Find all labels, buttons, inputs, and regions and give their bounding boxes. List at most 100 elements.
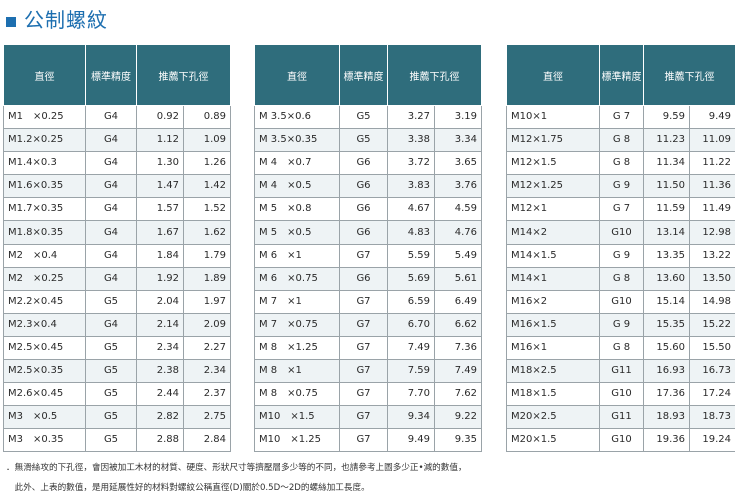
grade-cell: G 7 xyxy=(599,197,644,222)
table-row: M 8 ×1 G7 7.59 7.49 xyxy=(254,359,482,384)
table-row: M20×1.5 G10 19.36 19.24 xyxy=(506,428,735,453)
grade-cell: G7 xyxy=(339,335,388,361)
table-row: M 8 ×1.25 G7 7.49 7.36 xyxy=(254,335,482,361)
grade-cell: G7 xyxy=(339,405,388,430)
drill-max-cell: 11.49 xyxy=(689,197,735,222)
grade-cell: G5 xyxy=(85,405,137,430)
drill-max-cell: 7.49 xyxy=(434,359,482,384)
table-row: M16×1.5 G 9 15.35 15.22 xyxy=(506,312,735,337)
grade-cell: G 9 xyxy=(599,174,644,199)
drill-max-cell: 6.49 xyxy=(434,289,482,314)
header-size: 直徑 xyxy=(3,44,86,106)
grade-cell: G4 xyxy=(85,312,137,337)
drill-max-cell: 3.34 xyxy=(434,128,482,153)
drill-min-cell: 2.04 xyxy=(136,289,184,314)
table-row: M 6 ×0.75 G6 5.69 5.61 xyxy=(254,266,482,291)
size-cell: M 3.5×0.35 xyxy=(254,128,340,153)
drill-max-cell: 9.49 xyxy=(689,104,735,130)
drill-min-cell: 1.67 xyxy=(136,220,184,245)
table-row: M 4 ×0.7 G6 3.72 3.65 xyxy=(254,151,482,176)
drill-min-cell: 3.72 xyxy=(387,151,435,176)
drill-min-cell: 15.35 xyxy=(643,312,690,337)
table-row: M14×1.5 G 9 13.35 13.22 xyxy=(506,243,735,268)
size-cell: M10 ×1.25 xyxy=(254,428,340,453)
size-cell: M3 ×0.5 xyxy=(3,405,86,430)
table-row: M1.6×0.35 G4 1.47 1.42 xyxy=(3,174,231,199)
table-header-row: 直徑 標準精度 推薦下孔徑 xyxy=(254,44,482,106)
table-row: M 5 ×0.8 G6 4.67 4.59 xyxy=(254,197,482,222)
size-cell: M14×2 xyxy=(506,220,600,245)
drill-min-cell: 11.59 xyxy=(643,197,690,222)
drill-min-cell: 2.38 xyxy=(136,359,184,384)
table-row: M2.3×0.4 G4 2.14 2.09 xyxy=(3,312,231,337)
table-row: M1.7×0.35 G4 1.57 1.52 xyxy=(3,197,231,222)
footnote-line-1: ．無滑絲攻的下孔徑，會因被加工木材的材質、硬度、形狀尺寸等擠壓層多少等的不同，也… xyxy=(6,463,467,473)
thread-table-3: 直徑 標準精度 推薦下孔徑 M10×1 G 7 9.59 9.49 M12×1.75 G … xyxy=(506,44,735,453)
drill-min-cell: 0.92 xyxy=(136,104,184,130)
grade-cell: G6 xyxy=(339,197,388,222)
drill-max-cell: 2.37 xyxy=(183,382,231,407)
drill-max-cell: 15.50 xyxy=(689,335,735,361)
size-cell: M1 ×0.25 xyxy=(3,104,86,130)
grade-cell: G6 xyxy=(339,266,388,291)
size-cell: M2.6×0.45 xyxy=(3,382,86,407)
table-row: M14×2 G10 13.14 12.98 xyxy=(506,220,735,245)
size-cell: M12×1.75 xyxy=(506,128,600,153)
size-cell: M14×1.5 xyxy=(506,243,600,268)
header-drill: 推薦下孔徑 xyxy=(387,44,482,106)
drill-max-cell: 4.59 xyxy=(434,197,482,222)
size-cell: M2.2×0.45 xyxy=(3,289,86,314)
table-header-row: 直徑 標準精度 推薦下孔徑 xyxy=(506,44,735,106)
grade-cell: G7 xyxy=(339,243,388,268)
table-row: M12×1.25 G 9 11.50 11.36 xyxy=(506,174,735,199)
drill-min-cell: 6.59 xyxy=(387,289,435,314)
drill-max-cell: 16.73 xyxy=(689,359,735,384)
table-row: M2 ×0.4 G4 1.84 1.79 xyxy=(3,243,231,268)
table-row: M 5 ×0.5 G6 4.83 4.76 xyxy=(254,220,482,245)
drill-min-cell: 11.23 xyxy=(643,128,690,153)
table-row: M1.2×0.25 G4 1.12 1.09 xyxy=(3,128,231,153)
drill-min-cell: 7.70 xyxy=(387,382,435,407)
drill-min-cell: 1.30 xyxy=(136,151,184,176)
table-row: M 3.5×0.6 G5 3.27 3.19 xyxy=(254,104,482,130)
drill-min-cell: 1.92 xyxy=(136,266,184,291)
table-row: M2 ×0.25 G4 1.92 1.89 xyxy=(3,266,231,291)
size-cell: M 8 ×1 xyxy=(254,359,340,384)
drill-max-cell: 1.89 xyxy=(183,266,231,291)
table-row: M 7 ×1 G7 6.59 6.49 xyxy=(254,289,482,314)
drill-min-cell: 7.49 xyxy=(387,335,435,361)
grade-cell: G4 xyxy=(85,151,137,176)
drill-max-cell: 7.36 xyxy=(434,335,482,361)
size-cell: M 3.5×0.6 xyxy=(254,104,340,130)
drill-max-cell: 4.76 xyxy=(434,220,482,245)
drill-min-cell: 16.93 xyxy=(643,359,690,384)
drill-max-cell: 17.24 xyxy=(689,382,735,407)
drill-max-cell: 15.22 xyxy=(689,312,735,337)
drill-min-cell: 2.88 xyxy=(136,428,184,453)
table-header-row: 直徑 標準精度 推薦下孔徑 xyxy=(3,44,231,106)
grade-cell: G4 xyxy=(85,220,137,245)
drill-max-cell: 11.22 xyxy=(689,151,735,176)
grade-cell: G5 xyxy=(85,289,137,314)
grade-cell: G10 xyxy=(599,428,644,453)
drill-max-cell: 12.98 xyxy=(689,220,735,245)
size-cell: M 5 ×0.5 xyxy=(254,220,340,245)
size-cell: M18×1.5 xyxy=(506,382,600,407)
drill-max-cell: 13.50 xyxy=(689,266,735,291)
drill-min-cell: 4.83 xyxy=(387,220,435,245)
size-cell: M16×2 xyxy=(506,289,600,314)
drill-max-cell: 3.19 xyxy=(434,104,482,130)
drill-min-cell: 3.27 xyxy=(387,104,435,130)
grade-cell: G4 xyxy=(85,197,137,222)
drill-min-cell: 1.47 xyxy=(136,174,184,199)
thread-table-2: 直徑 標準精度 推薦下孔徑 M 3.5×0.6 G5 3.27 3.19 M 3.5×0… xyxy=(254,44,482,453)
drill-min-cell: 3.38 xyxy=(387,128,435,153)
size-cell: M 4 ×0.7 xyxy=(254,151,340,176)
drill-min-cell: 13.60 xyxy=(643,266,690,291)
page-title-text: 公制螺紋 xyxy=(24,7,108,32)
drill-min-cell: 2.34 xyxy=(136,335,184,361)
drill-min-cell: 11.50 xyxy=(643,174,690,199)
table-row: M16×1 G 8 15.60 15.50 xyxy=(506,335,735,361)
grade-cell: G4 xyxy=(85,104,137,130)
grade-cell: G5 xyxy=(85,428,137,453)
